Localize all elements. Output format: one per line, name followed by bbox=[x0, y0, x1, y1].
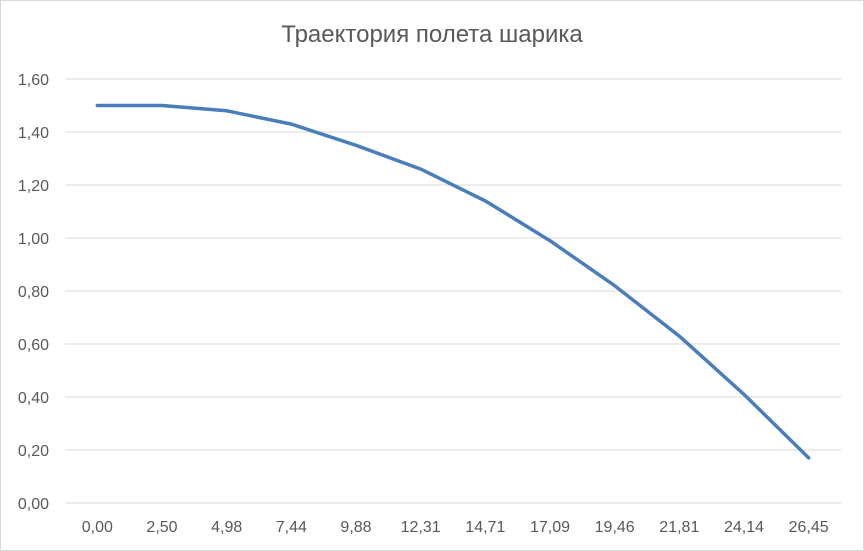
y-tick-label: 1,40 bbox=[18, 125, 49, 142]
x-tick-label: 19,46 bbox=[595, 519, 635, 536]
gridlines bbox=[65, 78, 841, 504]
x-tick-label: 12,31 bbox=[401, 519, 441, 536]
x-tick-label: 9,88 bbox=[340, 519, 371, 536]
x-tick-label: 0,00 bbox=[82, 519, 113, 536]
series-group bbox=[95, 103, 811, 460]
x-tick-label: 4,98 bbox=[211, 519, 242, 536]
y-tick-label: 0,40 bbox=[18, 390, 49, 407]
y-tick-label: 0,20 bbox=[18, 443, 49, 460]
y-tick-label: 1,00 bbox=[18, 231, 49, 248]
y-tick-label: 0,00 bbox=[18, 496, 49, 513]
x-tick-label: 2,50 bbox=[146, 519, 177, 536]
y-tick-label: 0,80 bbox=[18, 284, 49, 301]
y-axis-tick-labels: 0,00 0,20 0,40 0,60 0,80 1,00 1,20 1,40 1,60 bbox=[18, 72, 49, 513]
y-tick-label: 0,60 bbox=[18, 337, 49, 354]
series-line bbox=[95, 103, 811, 460]
y-tick-label: 1,20 bbox=[18, 178, 49, 195]
x-tick-label: 14,71 bbox=[465, 519, 505, 536]
x-tick-label: 26,45 bbox=[789, 519, 829, 536]
y-tick-label: 1,60 bbox=[18, 72, 49, 89]
x-tick-label: 7,44 bbox=[276, 519, 307, 536]
chart-title: Траектория полета шарика bbox=[281, 21, 583, 48]
x-tick-label: 17,09 bbox=[530, 519, 570, 536]
x-tick-label: 21,81 bbox=[659, 519, 699, 536]
x-tick-label: 24,14 bbox=[724, 519, 764, 536]
x-axis-tick-labels: 0,00 2,50 4,98 7,44 9,88 12,31 14,71 17,09 19,46… bbox=[82, 519, 829, 536]
